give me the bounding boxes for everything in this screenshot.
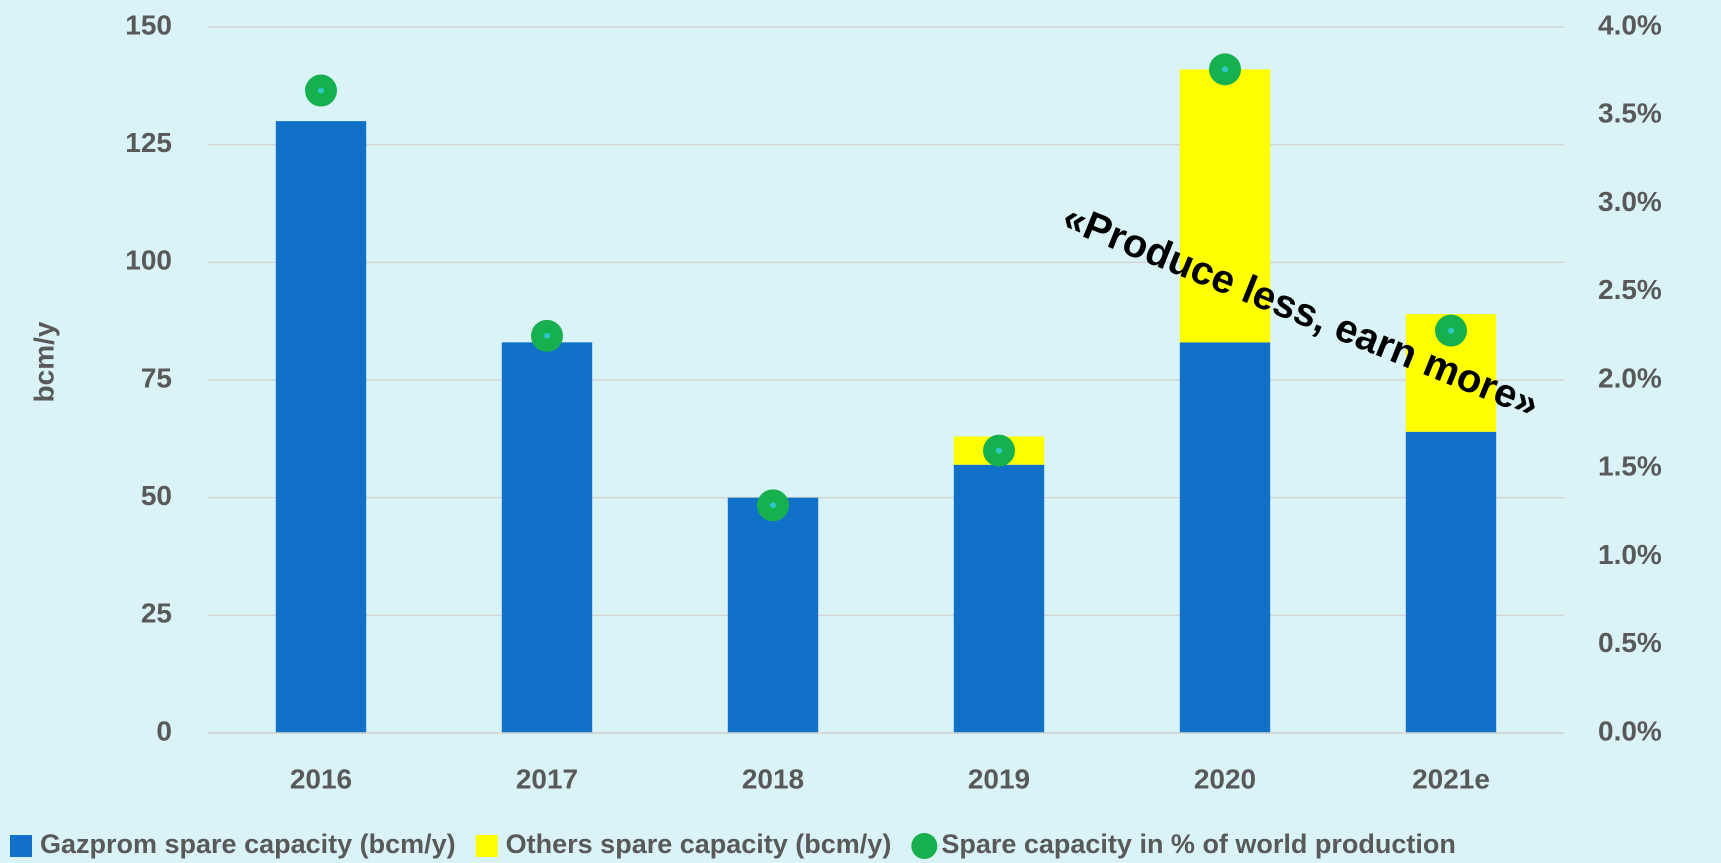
y-tick-label: 25 (141, 598, 172, 629)
x-tick-label: 2021e (1412, 763, 1490, 794)
point-center (318, 87, 324, 94)
y2-tick-label: 0.0% (1598, 715, 1662, 746)
y2-tick-label: 2.5% (1598, 274, 1662, 305)
legend-label: Gazprom spare capacity (bcm/y) (40, 829, 456, 859)
point-center (996, 447, 1002, 454)
y-axis-label: bcm/y (28, 321, 59, 402)
y-tick-label: 50 (141, 480, 172, 511)
y-tick-label: 0 (156, 715, 172, 746)
legend-marker (911, 833, 938, 859)
x-tick-label: 2017 (516, 763, 578, 794)
bar-segment (275, 121, 367, 734)
point-center (770, 502, 776, 509)
legend-marker (475, 835, 498, 857)
x-tick-label: 2018 (742, 763, 804, 794)
y-tick-label: 75 (141, 362, 172, 393)
y2-tick-label: 1.0% (1598, 539, 1662, 570)
bar-segment (1179, 342, 1271, 733)
x-tick-label: 2016 (290, 763, 352, 794)
y-tick-label: 125 (125, 127, 172, 158)
bar-segment (953, 464, 1045, 733)
point-center (544, 332, 550, 339)
y2-tick-label: 1.5% (1598, 451, 1662, 482)
y2-tick-label: 3.5% (1598, 98, 1662, 129)
y2-tick-label: 2.0% (1598, 362, 1662, 393)
y-tick-label: 100 (125, 245, 172, 276)
x-tick-label: 2020 (1194, 763, 1256, 794)
bar-segment (501, 342, 593, 733)
y2-tick-label: 0.5% (1598, 627, 1662, 658)
bar-segment (1405, 431, 1497, 733)
x-tick-label: 2019 (968, 763, 1030, 794)
legend-marker (10, 835, 32, 857)
bar-segment (1179, 69, 1271, 343)
y2-tick-label: 4.0% (1598, 9, 1662, 40)
y-tick-label: 150 (125, 9, 172, 40)
y2-tick-label: 3.0% (1598, 186, 1662, 217)
point-center (1448, 327, 1454, 334)
bar-segment (727, 497, 819, 733)
legend-label: Others spare capacity (bcm/y) (506, 829, 892, 859)
legend-label: Spare capacity in % of world production (941, 829, 1456, 859)
point-center (1222, 66, 1228, 73)
